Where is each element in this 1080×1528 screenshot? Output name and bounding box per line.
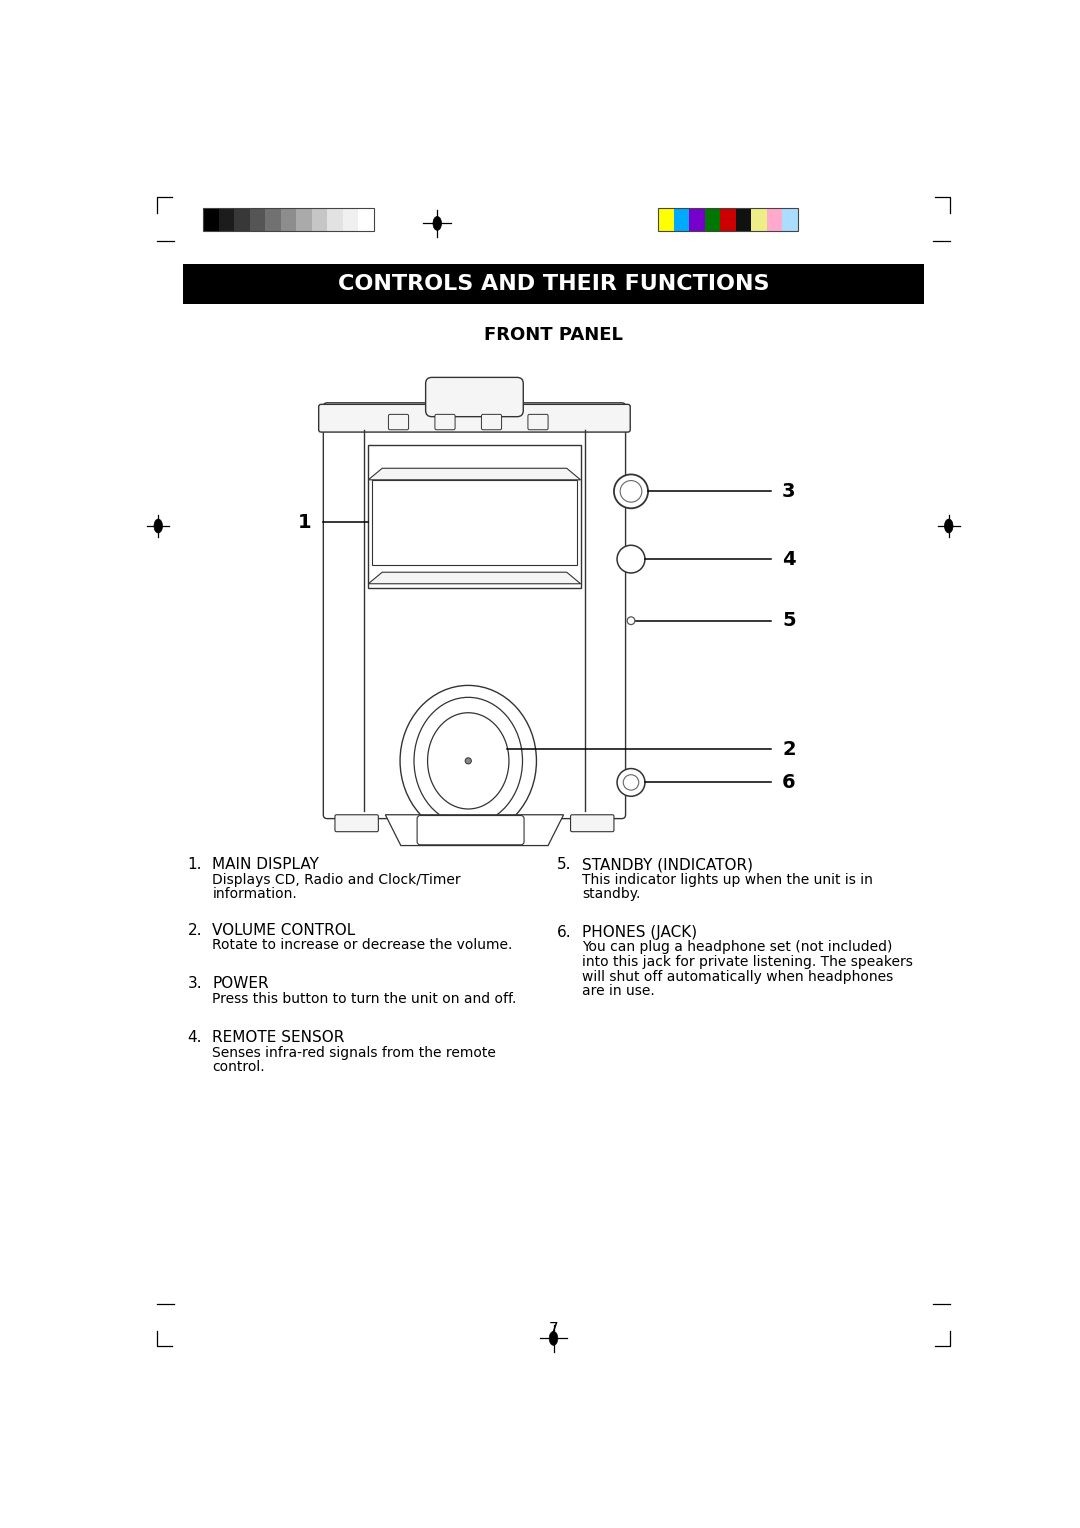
Text: REMOTE SENSOR: REMOTE SENSOR: [213, 1030, 345, 1045]
Circle shape: [623, 775, 638, 790]
Bar: [183, 264, 924, 304]
Circle shape: [617, 769, 645, 796]
Circle shape: [465, 758, 471, 764]
Circle shape: [620, 481, 642, 503]
Text: 2.: 2.: [188, 923, 202, 938]
Text: POWER: POWER: [213, 976, 269, 992]
Bar: [658, 208, 798, 231]
Text: 3.: 3.: [188, 976, 202, 992]
Bar: [368, 445, 581, 588]
Bar: [249, 208, 266, 231]
Bar: [327, 208, 342, 231]
Text: 7: 7: [549, 1322, 558, 1337]
Text: control.: control.: [213, 1060, 265, 1074]
Text: This indicator lights up when the unit is in: This indicator lights up when the unit i…: [582, 872, 873, 886]
Text: will shut off automatically when headphones: will shut off automatically when headpho…: [582, 970, 893, 984]
FancyBboxPatch shape: [426, 377, 524, 417]
Bar: [281, 208, 296, 231]
Bar: [296, 208, 312, 231]
FancyBboxPatch shape: [570, 814, 613, 831]
Circle shape: [627, 617, 635, 625]
Text: 2: 2: [782, 740, 796, 759]
FancyBboxPatch shape: [319, 405, 631, 432]
Bar: [342, 208, 359, 231]
Ellipse shape: [433, 217, 442, 231]
Text: 6.: 6.: [557, 924, 572, 940]
Text: 6: 6: [782, 773, 796, 792]
Text: VOLUME CONTROL: VOLUME CONTROL: [213, 923, 355, 938]
Ellipse shape: [945, 520, 953, 533]
FancyBboxPatch shape: [417, 816, 524, 845]
Bar: [218, 208, 234, 231]
Bar: [735, 208, 751, 231]
Ellipse shape: [550, 1331, 557, 1345]
Text: 4.: 4.: [188, 1030, 202, 1045]
Text: 5: 5: [782, 611, 796, 630]
FancyBboxPatch shape: [482, 414, 501, 429]
Text: information.: information.: [213, 888, 297, 902]
Text: Press this button to turn the unit on and off.: Press this button to turn the unit on an…: [213, 992, 517, 1005]
Circle shape: [613, 474, 648, 509]
Bar: [312, 208, 327, 231]
Bar: [689, 208, 704, 231]
Bar: [234, 208, 249, 231]
Bar: [203, 208, 374, 231]
Text: CONTROLS AND THEIR FUNCTIONS: CONTROLS AND THEIR FUNCTIONS: [338, 274, 769, 295]
Text: into this jack for private listening. The speakers: into this jack for private listening. Th…: [582, 955, 913, 969]
Text: STANDBY (INDICATOR): STANDBY (INDICATOR): [582, 857, 753, 872]
FancyBboxPatch shape: [435, 414, 455, 429]
FancyBboxPatch shape: [335, 814, 378, 831]
Bar: [266, 208, 281, 231]
Ellipse shape: [400, 686, 537, 836]
Text: 5.: 5.: [557, 857, 572, 872]
Ellipse shape: [154, 520, 162, 533]
Text: PHONES (JACK): PHONES (JACK): [582, 924, 698, 940]
Text: 3: 3: [782, 481, 796, 501]
Bar: [359, 208, 374, 231]
Circle shape: [617, 545, 645, 573]
Text: FRONT PANEL: FRONT PANEL: [484, 325, 623, 344]
Bar: [782, 208, 798, 231]
Bar: [674, 208, 689, 231]
FancyBboxPatch shape: [323, 403, 625, 819]
Bar: [203, 208, 218, 231]
Bar: [658, 208, 674, 231]
Polygon shape: [368, 468, 581, 480]
Bar: [704, 208, 720, 231]
Ellipse shape: [428, 712, 509, 808]
Polygon shape: [386, 814, 564, 845]
Text: 1: 1: [298, 513, 312, 532]
Text: Senses infra-red signals from the remote: Senses infra-red signals from the remote: [213, 1045, 497, 1060]
Ellipse shape: [414, 697, 523, 825]
Text: Displays CD, Radio and Clock/Timer: Displays CD, Radio and Clock/Timer: [213, 872, 461, 886]
Text: MAIN DISPLAY: MAIN DISPLAY: [213, 857, 320, 872]
FancyBboxPatch shape: [528, 414, 548, 429]
FancyBboxPatch shape: [389, 414, 408, 429]
Polygon shape: [368, 571, 581, 584]
Bar: [767, 208, 782, 231]
Bar: [720, 208, 735, 231]
Text: are in use.: are in use.: [582, 984, 654, 998]
Bar: [751, 208, 767, 231]
Text: You can plug a headphone set (not included): You can plug a headphone set (not includ…: [582, 940, 892, 955]
Text: 4: 4: [782, 550, 796, 568]
Text: 1.: 1.: [188, 857, 202, 872]
Text: standby.: standby.: [582, 888, 640, 902]
Bar: [373, 480, 577, 564]
Text: Rotate to increase or decrease the volume.: Rotate to increase or decrease the volum…: [213, 938, 513, 952]
